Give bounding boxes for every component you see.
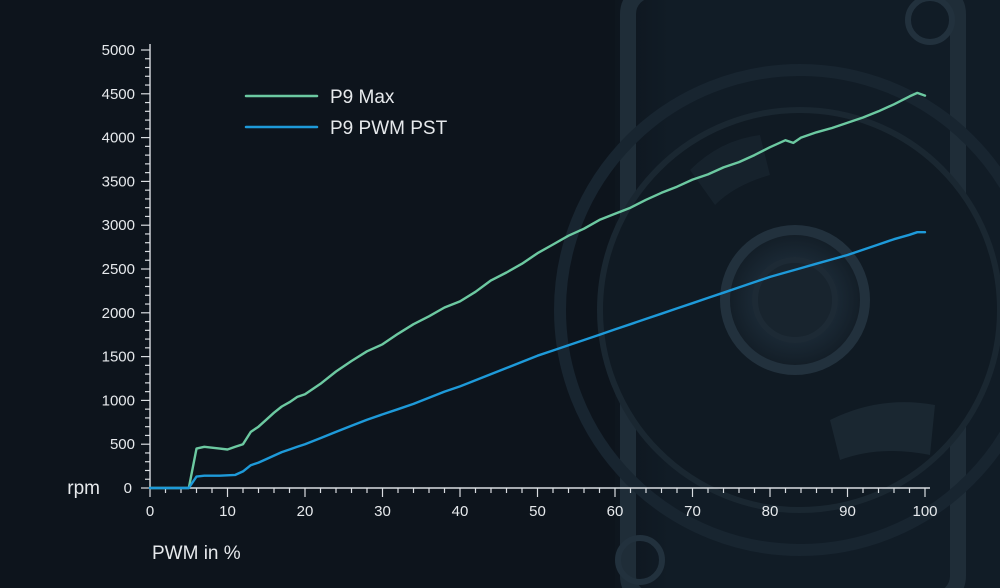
x-tick-label: 20 <box>297 503 314 520</box>
y-tick-label: 2500 <box>102 261 135 278</box>
x-tick-label: 10 <box>219 503 236 520</box>
legend-label-p9-max: P9 Max <box>330 87 395 108</box>
y-tick-label: 4000 <box>102 130 135 147</box>
y-tick-label: 4500 <box>102 86 135 103</box>
x-tick-label: 40 <box>452 503 469 520</box>
x-tick-label: 30 <box>374 503 391 520</box>
x-tick-label: 100 <box>912 503 937 520</box>
legend-label-p9-pwm-pst: P9 PWM PST <box>330 118 448 139</box>
x-tick-label: 70 <box>684 503 701 520</box>
x-tick-label: 80 <box>762 503 779 520</box>
y-tick-label: 0 <box>124 480 132 497</box>
legend: P9 Max P9 PWM PST <box>244 87 448 139</box>
y-tick-label: 1500 <box>102 349 135 366</box>
y-tick-label: 3500 <box>102 173 135 190</box>
y-tick-label: 500 <box>110 436 135 453</box>
x-axis-title: PWM in % <box>152 543 241 564</box>
y-axis-title: rpm <box>67 478 100 499</box>
x-tick-label: 90 <box>839 503 856 520</box>
x-tick-label: 60 <box>607 503 624 520</box>
series-line-p9-pwm-pst <box>148 231 927 490</box>
series-line-p9-max <box>148 91 927 490</box>
y-tick-label: 1000 <box>102 392 135 409</box>
y-tick-label: 5000 <box>102 42 135 59</box>
x-tick-label: 0 <box>146 503 154 520</box>
y-tick-label: 3000 <box>102 217 135 234</box>
y-tick-label: 2000 <box>102 305 135 322</box>
x-tick-label: 50 <box>529 503 546 520</box>
fan-background-image <box>554 0 1000 588</box>
